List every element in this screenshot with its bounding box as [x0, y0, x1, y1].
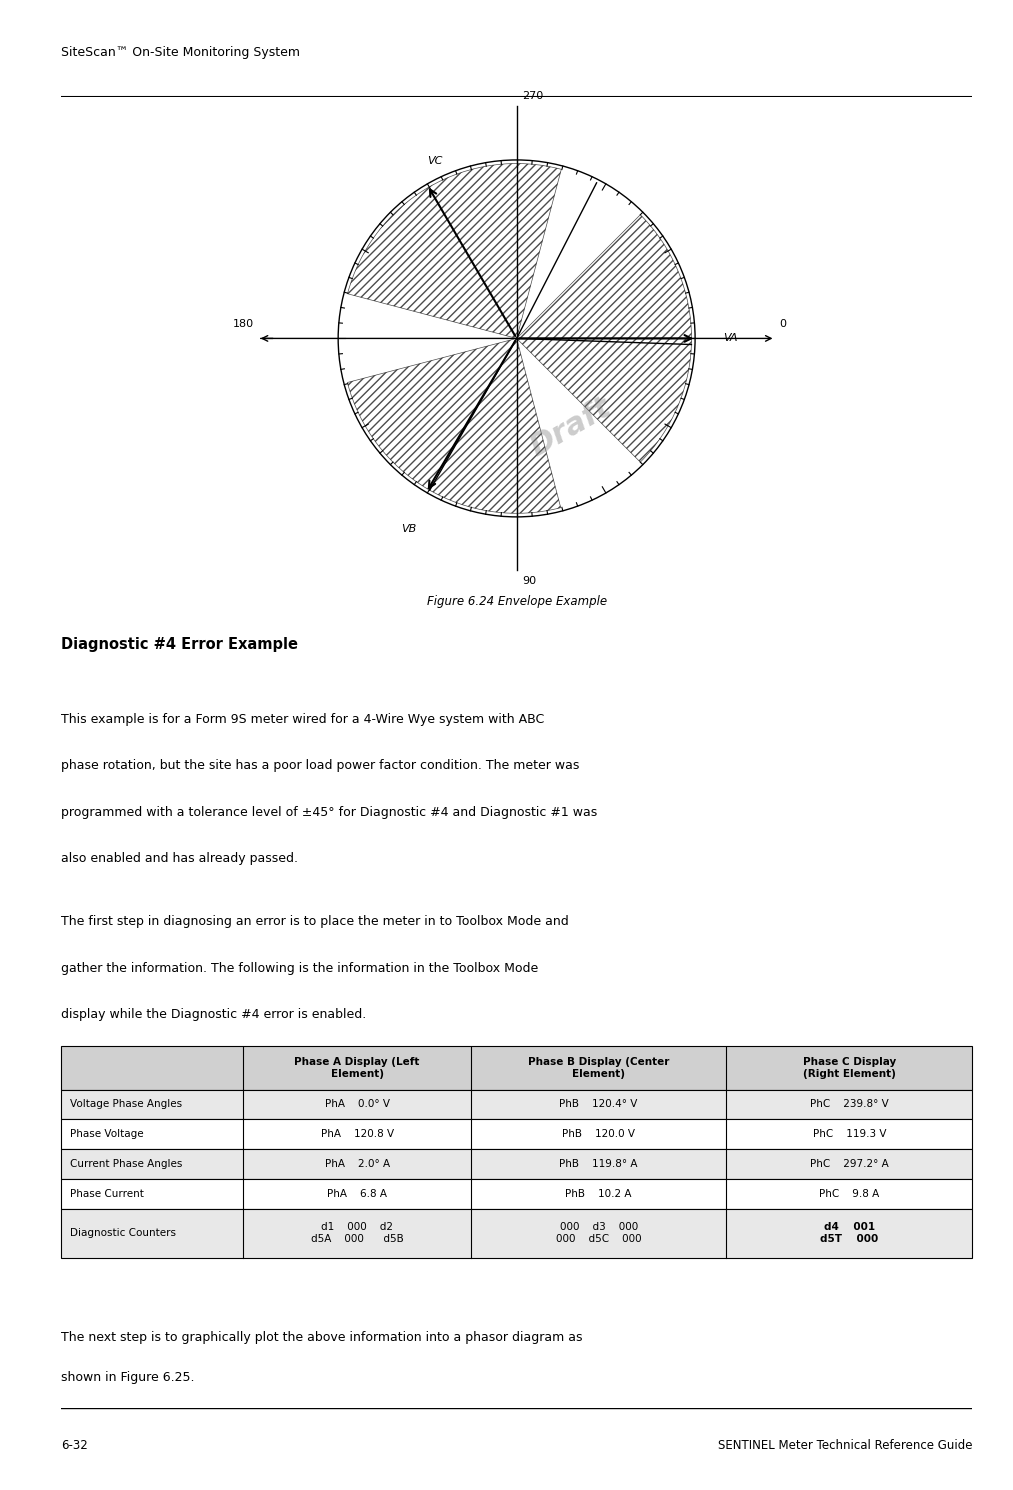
Wedge shape — [347, 338, 561, 514]
Text: d1    000    d2
d5A    000      d5B: d1 000 d2 d5A 000 d5B — [311, 1222, 403, 1244]
Text: The first step in diagnosing an error is to place the meter in to Toolbox Mode a: The first step in diagnosing an error is… — [61, 915, 568, 928]
Text: Diagnostic #4 Error Example: Diagnostic #4 Error Example — [61, 638, 298, 653]
Text: 000    d3    000
000    d5C    000: 000 d3 000 000 d5C 000 — [556, 1222, 641, 1244]
Bar — [61, 1119, 972, 1149]
Text: Phase C Display
(Right Element): Phase C Display (Right Element) — [802, 1056, 897, 1079]
Text: programmed with a tolerance level of ±45° for Diagnostic #4 and Diagnostic #1 wa: programmed with a tolerance level of ±45… — [61, 806, 597, 820]
Text: Current Phase Angles: Current Phase Angles — [70, 1159, 182, 1170]
Text: PhC    9.8 A: PhC 9.8 A — [820, 1189, 879, 1199]
Wedge shape — [517, 215, 692, 462]
Bar — [61, 1208, 972, 1258]
Text: PhB    10.2 A: PhB 10.2 A — [565, 1189, 632, 1199]
Text: PhB    120.0 V: PhB 120.0 V — [562, 1129, 635, 1140]
Text: Phase B Display (Center
Element): Phase B Display (Center Element) — [528, 1056, 670, 1079]
Text: VC: VC — [427, 156, 443, 167]
Text: PhC    119.3 V: PhC 119.3 V — [812, 1129, 886, 1140]
Bar — [61, 1089, 972, 1119]
Text: display while the Diagnostic #4 error is enabled.: display while the Diagnostic #4 error is… — [61, 1009, 366, 1021]
Text: 180: 180 — [233, 319, 254, 329]
Text: Draft: Draft — [525, 393, 616, 462]
Text: SiteScan™ On-Site Monitoring System: SiteScan™ On-Site Monitoring System — [61, 46, 300, 60]
Text: 0: 0 — [779, 319, 786, 329]
Text: shown in Figure 6.25.: shown in Figure 6.25. — [61, 1371, 194, 1384]
Text: PhA    120.8 V: PhA 120.8 V — [320, 1129, 394, 1140]
Text: 270: 270 — [522, 91, 543, 101]
Text: VA: VA — [723, 334, 737, 343]
Text: SENTINEL Meter Technical Reference Guide: SENTINEL Meter Technical Reference Guide — [718, 1439, 972, 1453]
Text: This example is for a Form 9S meter wired for a 4-Wire Wye system with ABC: This example is for a Form 9S meter wire… — [61, 714, 544, 726]
Text: PhC    297.2° A: PhC 297.2° A — [810, 1159, 888, 1170]
Text: also enabled and has already passed.: also enabled and has already passed. — [61, 852, 298, 866]
Text: PhA    6.8 A: PhA 6.8 A — [327, 1189, 387, 1199]
Text: Diagnostic Counters: Diagnostic Counters — [70, 1228, 176, 1238]
Text: Phase Current: Phase Current — [70, 1189, 144, 1199]
Bar — [61, 1179, 972, 1208]
Text: VB: VB — [401, 524, 416, 535]
Text: PhB    119.8° A: PhB 119.8° A — [559, 1159, 638, 1170]
Text: PhA    0.0° V: PhA 0.0° V — [324, 1100, 390, 1110]
Text: Figure 6.24 Envelope Example: Figure 6.24 Envelope Example — [426, 596, 607, 608]
Text: 90: 90 — [522, 575, 536, 586]
Text: 6-32: 6-32 — [61, 1439, 87, 1453]
Text: d4    001
d5T    000: d4 001 d5T 000 — [821, 1222, 878, 1244]
Text: The next step is to graphically plot the above information into a phasor diagram: The next step is to graphically plot the… — [61, 1331, 582, 1344]
Text: Voltage Phase Angles: Voltage Phase Angles — [70, 1100, 182, 1110]
Text: PhB    120.4° V: PhB 120.4° V — [559, 1100, 638, 1110]
Bar — [61, 1046, 972, 1089]
Text: Phase Voltage: Phase Voltage — [70, 1129, 144, 1140]
Wedge shape — [347, 164, 561, 338]
Text: Phase A Display (Left
Element): Phase A Display (Left Element) — [295, 1056, 419, 1079]
Text: gather the information. The following is the information in the Toolbox Mode: gather the information. The following is… — [61, 963, 538, 974]
Bar — [61, 1149, 972, 1179]
Text: PhA    2.0° A: PhA 2.0° A — [324, 1159, 390, 1170]
Text: phase rotation, but the site has a poor load power factor condition. The meter w: phase rotation, but the site has a poor … — [61, 760, 579, 772]
Text: PhC    239.8° V: PhC 239.8° V — [810, 1100, 888, 1110]
